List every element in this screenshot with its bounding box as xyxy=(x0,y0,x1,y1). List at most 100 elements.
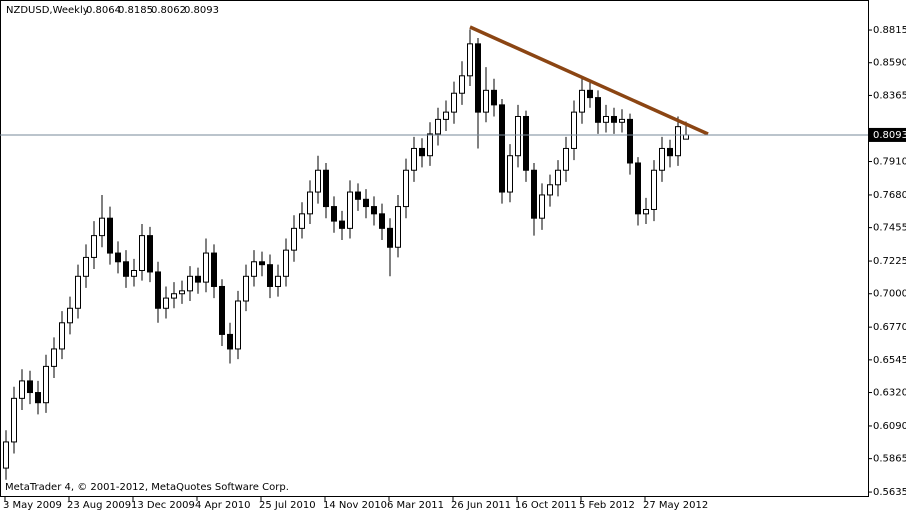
candle-body xyxy=(131,269,137,277)
candle-body xyxy=(595,97,601,123)
candle-body xyxy=(347,191,353,229)
low-value: 0.8062 xyxy=(151,5,186,16)
candle-body xyxy=(563,147,569,171)
candle-body xyxy=(195,275,201,283)
candle-body xyxy=(171,293,177,299)
candle-body xyxy=(283,249,289,277)
candle-body xyxy=(299,213,305,229)
candle-body xyxy=(43,365,49,404)
candle-body xyxy=(371,206,377,215)
candle-body xyxy=(571,111,577,149)
candle-body xyxy=(259,261,265,266)
y-tick-label: 0.7455 xyxy=(873,223,906,234)
candle-body xyxy=(507,155,513,193)
candle-body xyxy=(67,307,73,324)
candle-body xyxy=(203,252,209,283)
candle-body xyxy=(219,285,225,335)
candle-body xyxy=(379,213,385,229)
price-label-box xyxy=(869,127,906,142)
candle-body xyxy=(523,115,529,171)
candle-body xyxy=(179,290,185,295)
candle-body xyxy=(227,333,233,350)
candle-body xyxy=(611,115,617,123)
candle-body xyxy=(35,392,41,404)
candle-body xyxy=(483,89,489,113)
candle-body xyxy=(499,104,505,193)
candle-body xyxy=(307,191,313,215)
candle-body xyxy=(59,322,65,350)
candle-body xyxy=(403,169,409,208)
candle-body xyxy=(251,261,257,277)
candle-body xyxy=(51,348,57,367)
candle-body xyxy=(75,275,81,309)
candle-body xyxy=(435,118,441,135)
candle-body xyxy=(451,92,457,113)
candle-body xyxy=(363,198,369,208)
candle-body xyxy=(651,169,657,210)
y-tick-label: 0.6090 xyxy=(873,421,906,432)
candle-body xyxy=(147,235,153,273)
candle-body xyxy=(83,256,89,277)
y-tick-label: 0.5865 xyxy=(873,454,906,465)
candle-body xyxy=(419,147,425,157)
y-tick-label: 0.6320 xyxy=(873,388,906,399)
candle-body xyxy=(579,89,585,113)
plot-frame xyxy=(0,0,869,497)
candle-body xyxy=(659,147,665,171)
candle-body xyxy=(411,147,417,171)
x-tick-label: 14 Nov 2010 xyxy=(323,500,387,511)
y-tick-label: 0.7225 xyxy=(873,256,906,267)
candle-body xyxy=(3,441,9,469)
candle-body xyxy=(91,235,97,258)
candle-body xyxy=(19,380,25,399)
x-tick-label: 6 Mar 2011 xyxy=(387,500,444,511)
candle-body xyxy=(235,300,241,350)
y-tick-label: 0.8590 xyxy=(873,58,906,69)
x-tick-label: 5 Feb 2012 xyxy=(579,500,635,511)
candle-body xyxy=(515,115,521,157)
candle-body xyxy=(163,297,169,309)
candle-body xyxy=(387,227,393,248)
candle-body xyxy=(395,206,401,248)
candle-body xyxy=(211,252,217,287)
candle-body xyxy=(331,206,337,222)
candle-body xyxy=(267,264,273,287)
close-value: 0.8093 xyxy=(184,5,219,16)
candle-body xyxy=(27,380,33,394)
candle-body xyxy=(275,275,281,287)
candle-body xyxy=(107,217,113,254)
candle-body xyxy=(667,147,673,157)
candle-body xyxy=(531,169,537,219)
candle-body xyxy=(467,43,473,77)
y-tick-label: 0.6545 xyxy=(873,355,906,366)
open-value: 0.8064 xyxy=(86,5,121,16)
candle-body xyxy=(675,126,681,157)
candle-body xyxy=(315,169,321,193)
candle-body xyxy=(443,111,449,120)
candle-body xyxy=(155,271,161,309)
x-tick-label: 3 May 2009 xyxy=(3,500,62,511)
candle-body xyxy=(555,169,561,186)
y-tick-label: 0.8365 xyxy=(873,90,906,101)
candle-body xyxy=(115,252,121,263)
candle-body xyxy=(619,118,625,123)
candle-body xyxy=(139,235,145,271)
candle-body xyxy=(99,217,105,237)
chart-title: NZDUSD,Weekly xyxy=(6,5,89,16)
x-tick-label: 23 Aug 2009 xyxy=(67,500,131,511)
candle-body xyxy=(683,134,689,140)
high-value: 0.8185 xyxy=(118,5,153,16)
candle-body xyxy=(355,191,361,200)
trend-line xyxy=(469,25,709,136)
y-tick-label: 0.7910 xyxy=(873,157,906,168)
price-label: 0.8093 xyxy=(873,130,906,141)
candle-body xyxy=(339,220,345,229)
candle-body xyxy=(243,275,249,302)
candle-body xyxy=(123,261,129,277)
y-tick-label: 0.5635 xyxy=(873,487,906,498)
candle-body xyxy=(627,118,633,164)
marks xyxy=(3,29,689,480)
x-tick-label: 16 Oct 2011 xyxy=(515,500,577,511)
x-tick-label: 26 Jun 2011 xyxy=(451,500,511,511)
